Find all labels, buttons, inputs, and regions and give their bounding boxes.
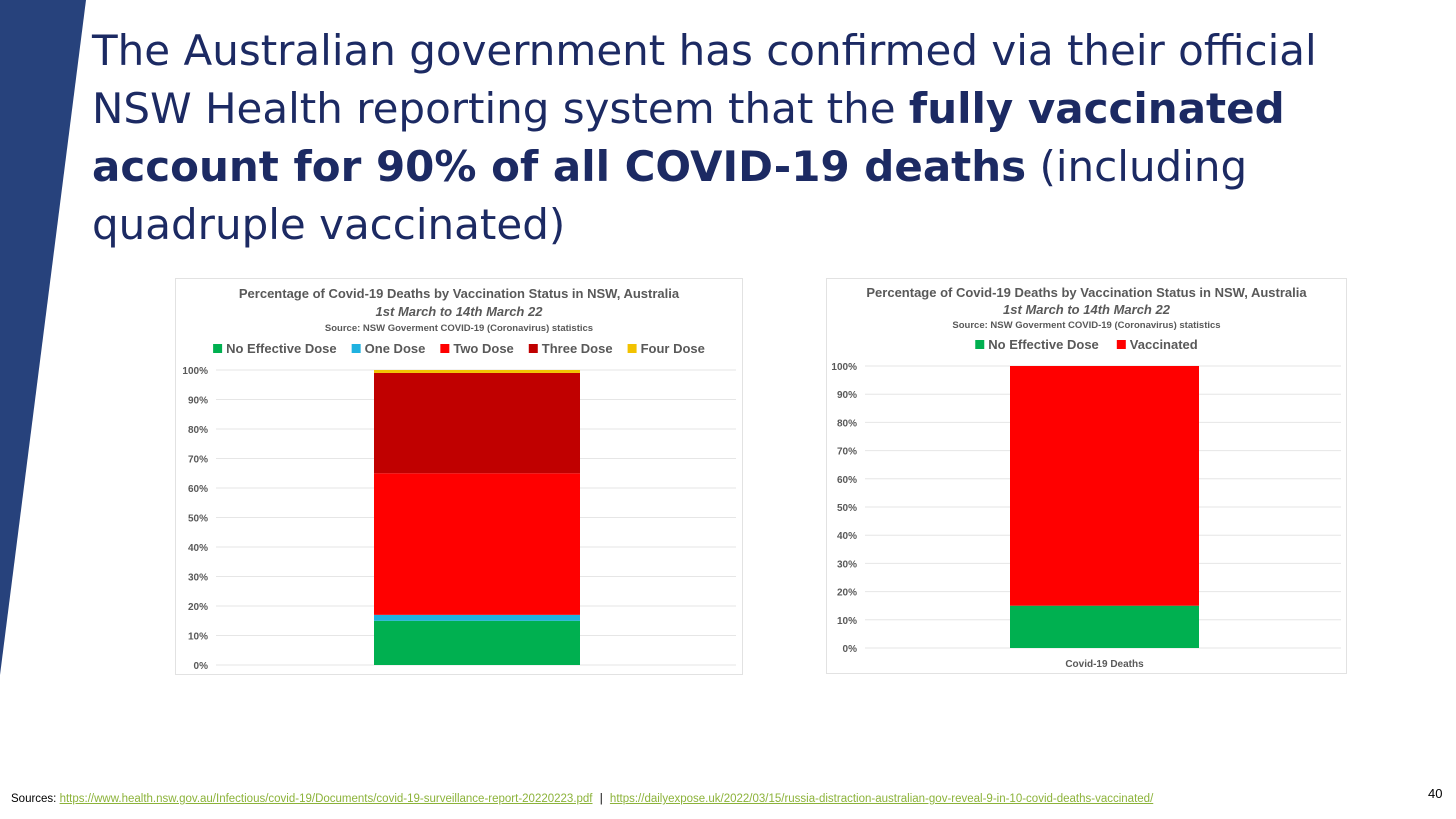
bar-segment-vaccinated [1010,366,1199,606]
legend-label-0: No Effective Dose [988,337,1099,352]
chart-source-note: Source: NSW Goverment COVID-19 (Coronavi… [325,323,593,334]
legend-swatch-2 [440,344,450,353]
decorative-side-band [0,0,86,675]
chart-by-dose-count: Percentage of Covid-19 Deaths by Vaccina… [175,278,743,675]
headline-text-bold: fully vaccinated account for 90% of all … [92,84,1285,191]
y-tick-label-5: 50% [837,503,857,514]
source-link-nsw-health[interactable]: https://www.health.nsw.gov.au/Infectious… [59,793,593,805]
y-tick-label-4: 40% [837,531,857,542]
y-tick-label-5: 50% [188,514,208,525]
legend-swatch-1 [1116,340,1126,349]
slide-headline: The Australian government has confirmed … [92,22,1422,254]
y-tick-label-3: 30% [837,559,857,570]
x-category-label: Covid-19 Deaths [1065,659,1144,670]
y-tick-label-3: 30% [188,573,208,584]
bar-segment-two-dose [374,473,580,615]
legend-label-1: One Dose [365,341,426,356]
chart-source-note: Source: NSW Goverment COVID-19 (Coronavi… [952,320,1220,331]
headline-text-part2: (including quadruple vaccinated) [92,142,1248,249]
legend-label-2: Two Dose [453,341,513,356]
y-tick-label-4: 40% [188,543,208,554]
legend-label-3: Three Dose [542,341,613,356]
legend-label-1: Vaccinated [1130,337,1198,352]
legend-swatch-0 [213,344,223,353]
y-tick-label-2: 20% [188,602,208,613]
sources-label: Sources: [11,793,57,805]
source-link-dailyexpose[interactable]: https://dailyexpose.uk/2022/03/15/russia… [609,793,1154,805]
y-tick-label-1: 10% [837,616,857,627]
chart-title: Percentage of Covid-19 Deaths by Vaccina… [866,285,1307,300]
chart-vaccinated-vs-unvaccinated-svg: Percentage of Covid-19 Deaths by Vaccina… [831,285,1341,670]
y-tick-label-0: 0% [843,644,858,655]
legend-label-0: No Effective Dose [226,341,337,356]
bar-segment-no-effective-dose [374,620,580,665]
y-tick-label-8: 80% [837,418,857,429]
bar-segment-one-dose [374,614,580,621]
chart-by-dose-count-svg: Percentage of Covid-19 Deaths by Vaccina… [182,286,736,672]
headline-text-part1: The Australian government has confirmed … [92,26,1317,133]
y-tick-label-8: 80% [188,425,208,436]
sources-separator: | [599,793,603,805]
y-tick-label-6: 60% [188,484,208,495]
legend-swatch-0 [975,340,985,349]
page-number: 40 [1428,786,1443,801]
y-tick-label-10: 100% [182,366,208,377]
bar-segment-four-dose [374,370,580,373]
legend-label-4: Four Dose [641,341,705,356]
bar-segment-no-effective-dose [1010,605,1199,648]
y-tick-label-9: 90% [837,390,857,401]
y-tick-label-1: 10% [188,632,208,643]
chart-subtitle: 1st March to 14th March 22 [1003,302,1171,317]
y-tick-label-7: 70% [837,447,857,458]
legend-swatch-3 [528,344,538,353]
y-tick-label-0: 0% [194,661,209,672]
y-tick-label-9: 90% [188,396,208,407]
legend-swatch-1 [351,344,361,353]
y-tick-label-2: 20% [837,588,857,599]
chart-subtitle: 1st March to 14th March 22 [376,304,544,319]
sources-footer: Sources: https://www.health.nsw.gov.au/I… [11,793,1153,805]
y-tick-label-7: 70% [188,455,208,466]
legend-swatch-4 [627,344,637,353]
y-tick-label-10: 100% [831,362,857,373]
chart-title: Percentage of Covid-19 Deaths by Vaccina… [239,286,680,301]
bar-segment-three-dose [374,372,580,474]
chart-vaccinated-vs-unvaccinated: Percentage of Covid-19 Deaths by Vaccina… [826,278,1347,674]
y-tick-label-6: 60% [837,475,857,486]
